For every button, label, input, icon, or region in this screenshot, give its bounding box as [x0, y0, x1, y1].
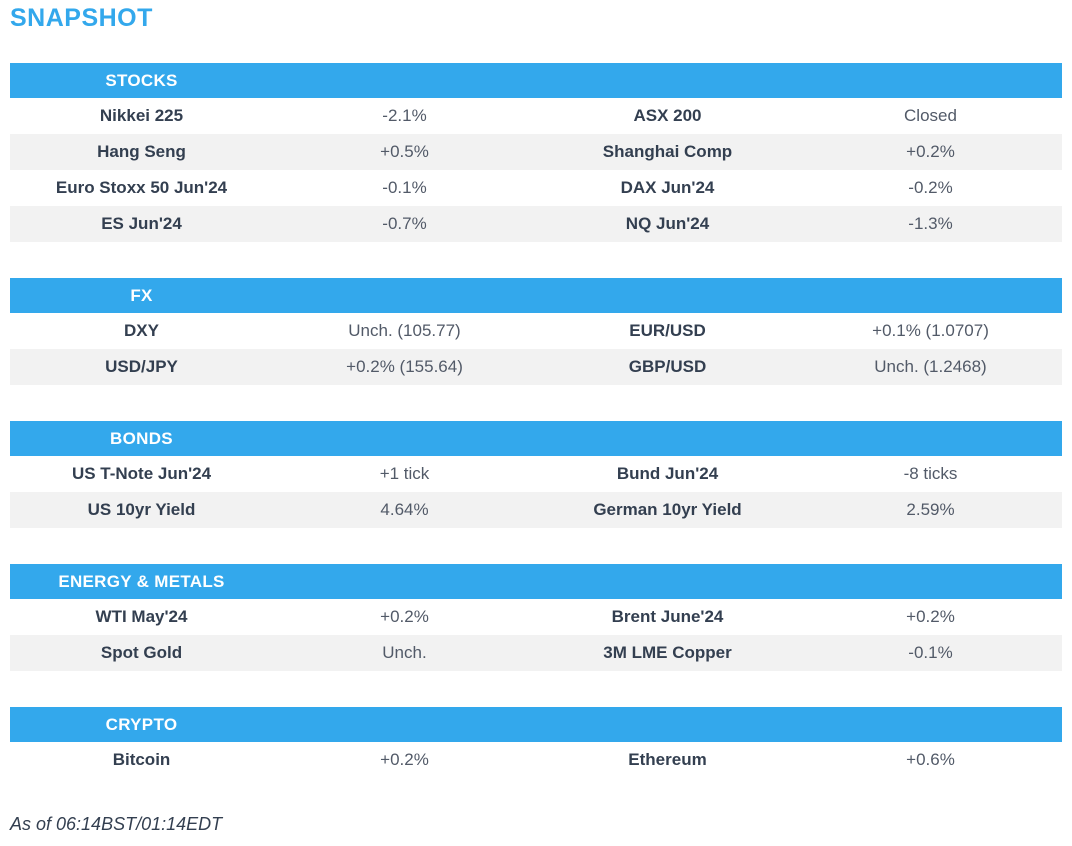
section-bonds: BONDS US T-Note Jun'24 +1 tick Bund Jun'24 -… [10, 421, 1062, 528]
instrument-value: -1.3% [908, 214, 953, 233]
section-stocks: STOCKS Nikkei 225 -2.1% ASX 200 Closed Hang S… [10, 63, 1062, 242]
instrument-value: +0.1% (1.0707) [872, 321, 989, 340]
instrument-label: US 10yr Yield [87, 500, 196, 519]
instrument-label: USD/JPY [105, 357, 178, 376]
table-row: USD/JPY +0.2% (155.64) GBP/USD Unch. (1.246… [10, 349, 1062, 385]
section-title: BONDS [110, 428, 173, 448]
instrument-value: +0.2% (155.64) [346, 357, 463, 376]
instrument-label: Spot Gold [100, 643, 183, 662]
instrument-value: 4.64% [380, 500, 429, 519]
instrument-label: German 10yr Yield [593, 500, 742, 519]
table-row: Nikkei 225 -2.1% ASX 200 Closed [10, 98, 1062, 134]
instrument-label: DXY [124, 321, 159, 340]
instrument-value: -0.7% [382, 214, 427, 233]
instrument-value: -2.1% [382, 106, 427, 125]
section-header: BONDS [10, 421, 1062, 456]
instrument-value: +0.2% [906, 142, 955, 161]
instrument-value: 2.59% [906, 500, 955, 519]
instrument-label: DAX Jun'24 [620, 178, 715, 197]
table-row: Spot Gold Unch. 3M LME Copper -0.1% [10, 635, 1062, 671]
instrument-label: WTI May'24 [95, 607, 188, 626]
instrument-label: NQ Jun'24 [625, 214, 710, 233]
table-row: WTI May'24 +0.2% Brent June'24 +0.2% [10, 599, 1062, 635]
section-fx: FX DXY Unch. (105.77) EUR/USD +0.1% (1.0707)… [10, 278, 1062, 385]
instrument-value: Unch. (1.2468) [874, 357, 987, 376]
instrument-label: Hang Seng [97, 142, 186, 161]
instrument-label: Brent June'24 [611, 607, 724, 626]
instrument-label: Bund Jun'24 [616, 464, 719, 483]
instrument-value: +0.2% [906, 607, 955, 626]
section-energy-metals: ENERGY & METALS WTI May'24 +0.2% Brent June… [10, 564, 1062, 671]
instrument-value: Closed [904, 106, 957, 125]
instrument-value: +0.2% [380, 607, 429, 626]
instrument-label: Shanghai Comp [602, 142, 733, 161]
section-header: FX [10, 278, 1062, 313]
instrument-label: ASX 200 [633, 106, 702, 125]
instrument-value: +0.2% [380, 750, 429, 769]
table-row: Euro Stoxx 50 Jun'24 -0.1% DAX Jun'24 -0.2% [10, 170, 1062, 206]
section-crypto: CRYPTO Bitcoin +0.2% Ethereum +0.6% [10, 707, 1062, 778]
section-header: STOCKS [10, 63, 1062, 98]
table-row: DXY Unch. (105.77) EUR/USD +0.1% (1.0707) [10, 313, 1062, 349]
instrument-value: +0.5% [380, 142, 429, 161]
instrument-label: Nikkei 225 [99, 106, 184, 125]
table-row: Hang Seng +0.5% Shanghai Comp +0.2% [10, 134, 1062, 170]
instrument-value: -0.1% [382, 178, 427, 197]
instrument-label: Ethereum [628, 750, 707, 769]
instrument-label: EUR/USD [629, 321, 706, 340]
section-title: STOCKS [105, 70, 178, 90]
instrument-value: +1 tick [379, 464, 430, 483]
table-row: US T-Note Jun'24 +1 tick Bund Jun'24 -8 tic… [10, 456, 1062, 492]
section-title: ENERGY & METALS [58, 571, 225, 591]
instrument-value: Unch. [382, 643, 427, 662]
timestamp: As of 06:14BST/01:14EDT [10, 814, 223, 834]
instrument-value: -8 ticks [903, 464, 958, 483]
instrument-label: Euro Stoxx 50 Jun'24 [55, 178, 228, 197]
instrument-label: 3M LME Copper [603, 643, 732, 662]
table-row: Bitcoin +0.2% Ethereum +0.6% [10, 742, 1062, 778]
page-title: SNAPSHOT [10, 4, 153, 32]
instrument-label: ES Jun'24 [101, 214, 182, 233]
section-title: FX [130, 285, 153, 305]
instrument-value: +0.6% [906, 750, 955, 769]
instrument-value: -0.2% [908, 178, 953, 197]
table-row: US 10yr Yield 4.64% German 10yr Yield 2.59% [10, 492, 1062, 528]
section-title: CRYPTO [105, 714, 178, 734]
instrument-value: Unch. (105.77) [348, 321, 461, 340]
instrument-label: GBP/USD [628, 357, 707, 376]
instrument-value: -0.1% [908, 643, 953, 662]
instrument-label: US T-Note Jun'24 [71, 464, 212, 483]
section-header: CRYPTO [10, 707, 1062, 742]
instrument-label: Bitcoin [112, 750, 171, 769]
table-row: ES Jun'24 -0.7% NQ Jun'24 -1.3% [10, 206, 1062, 242]
snapshot-tables: STOCKS Nikkei 225 -2.1% ASX 200 Closed Hang S… [0, 63, 1072, 778]
section-header: ENERGY & METALS [10, 564, 1062, 599]
